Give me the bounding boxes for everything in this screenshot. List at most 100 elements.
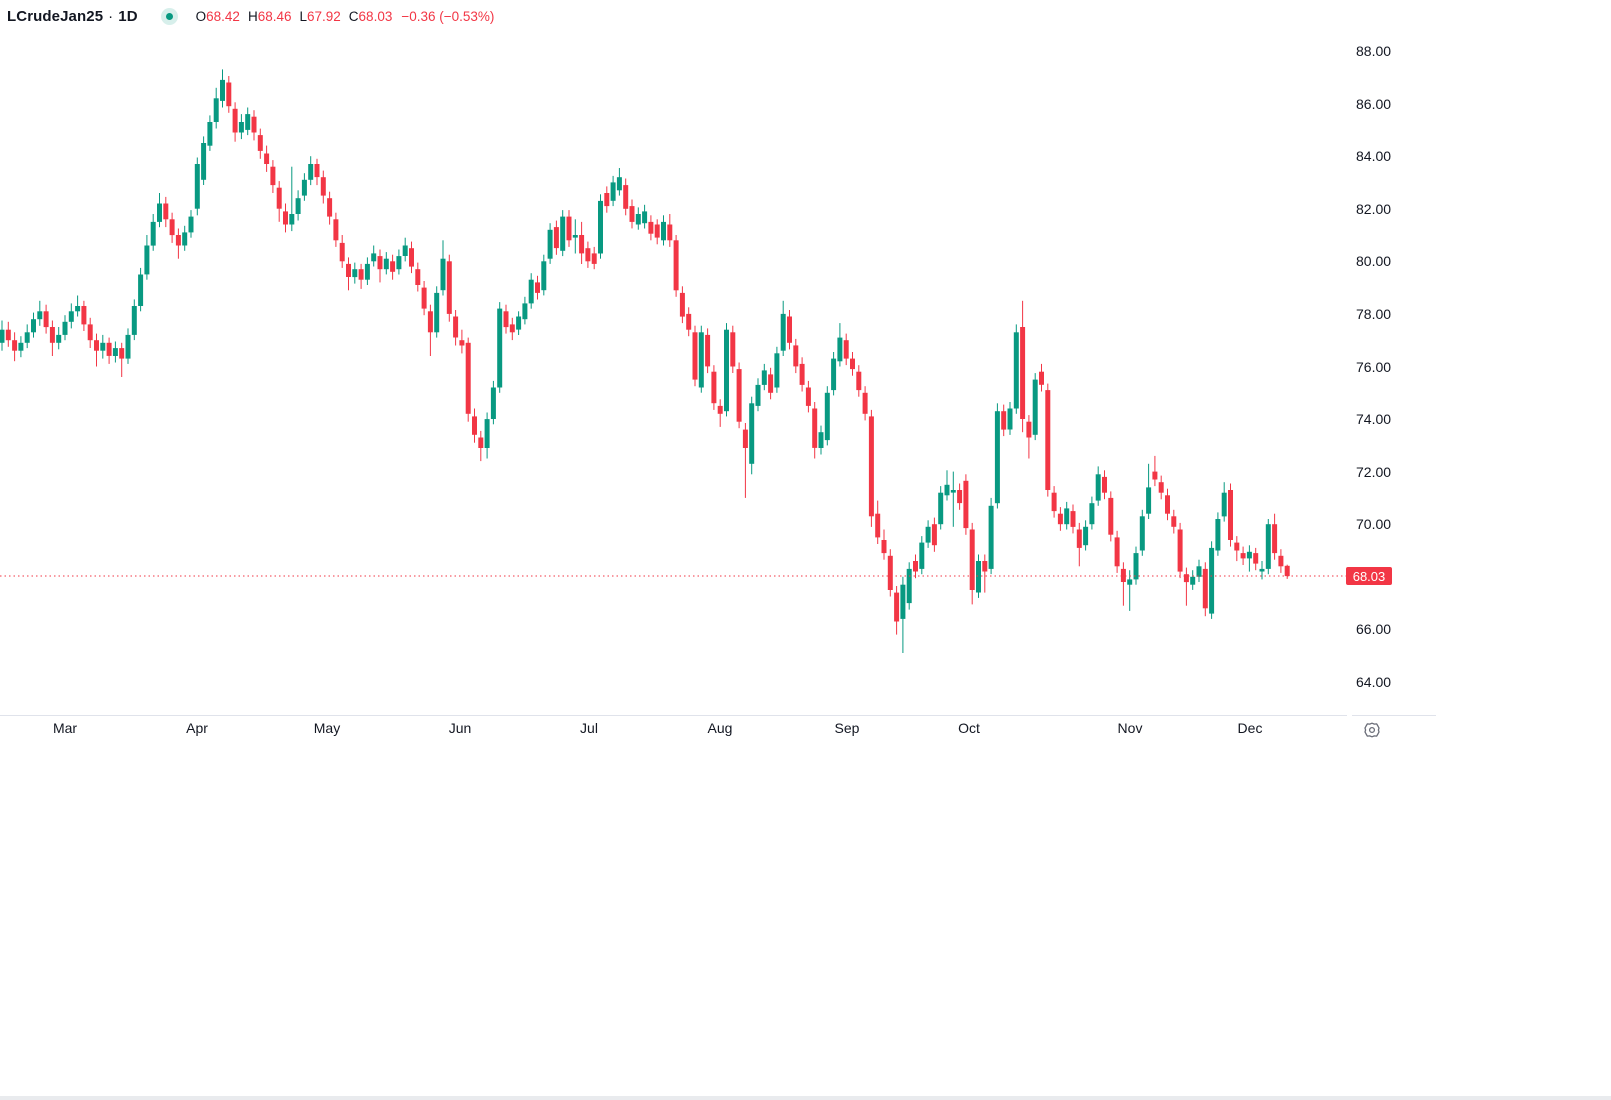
candle xyxy=(163,196,169,228)
candle xyxy=(478,430,484,462)
candle xyxy=(1039,363,1044,392)
candle xyxy=(1177,522,1183,579)
candle xyxy=(453,310,459,346)
month-label-oct: Oct xyxy=(958,720,980,736)
candle xyxy=(957,483,963,510)
candle xyxy=(1026,415,1032,459)
candle xyxy=(812,402,818,459)
candle xyxy=(207,115,213,151)
candle xyxy=(982,554,988,593)
candle xyxy=(1215,512,1221,556)
candle xyxy=(749,396,755,475)
candle xyxy=(547,223,553,264)
candle xyxy=(591,246,597,270)
bottom-panel-edge xyxy=(0,1096,1611,1100)
candle xyxy=(931,517,937,552)
title-separator: · xyxy=(108,7,114,25)
price-tick-label: 82.00 xyxy=(1356,200,1392,217)
candle xyxy=(232,102,238,142)
candle xyxy=(679,286,685,324)
candle xyxy=(793,338,799,374)
month-label-jun: Jun xyxy=(448,720,472,736)
candle xyxy=(1139,509,1145,556)
candle xyxy=(440,240,446,296)
candle xyxy=(226,76,232,113)
candle xyxy=(516,311,522,335)
candle xyxy=(1032,373,1038,441)
candle xyxy=(377,249,383,283)
month-label-aug: Aug xyxy=(707,720,733,736)
candle xyxy=(730,325,736,373)
candle xyxy=(301,173,307,201)
candle xyxy=(1089,496,1095,530)
candle xyxy=(150,214,156,251)
candle xyxy=(295,190,301,221)
candle xyxy=(1196,559,1202,582)
candle xyxy=(1064,501,1070,530)
candle xyxy=(994,403,1000,509)
price-tick-label: 64.00 xyxy=(1356,674,1392,690)
candle xyxy=(610,175,616,207)
candle xyxy=(396,249,402,275)
candle xyxy=(1076,522,1082,567)
candle xyxy=(402,237,408,262)
candle xyxy=(604,186,610,213)
candle xyxy=(459,329,465,354)
price-tick-label: 78.00 xyxy=(1356,305,1392,322)
candle xyxy=(805,380,811,413)
candle xyxy=(1183,567,1189,606)
candle xyxy=(724,323,729,417)
candle xyxy=(862,386,868,421)
candle xyxy=(484,412,490,459)
symbol-name[interactable]: LCrudeJan25 xyxy=(7,7,104,25)
candle xyxy=(900,576,906,653)
candle xyxy=(0,320,5,351)
candle xyxy=(717,399,723,427)
candle xyxy=(774,346,780,393)
candle xyxy=(87,317,93,348)
candle xyxy=(213,87,219,129)
candle xyxy=(1108,491,1114,542)
candle xyxy=(755,378,761,412)
candle xyxy=(698,325,704,393)
candle xyxy=(1120,562,1126,606)
candle xyxy=(264,145,270,172)
candle xyxy=(1083,520,1089,551)
candle xyxy=(856,365,862,397)
candle xyxy=(308,156,314,186)
candle xyxy=(188,210,194,238)
month-label-dec: Dec xyxy=(1237,720,1263,736)
axis-settings-gear-icon[interactable] xyxy=(1363,721,1381,739)
candle xyxy=(1045,383,1051,497)
candle xyxy=(553,220,559,255)
candle xyxy=(333,212,339,247)
candle xyxy=(472,408,477,443)
price-tick-label: 70.00 xyxy=(1356,516,1392,533)
candle xyxy=(736,362,742,429)
interval-label[interactable]: 1D xyxy=(118,7,138,25)
candle xyxy=(415,262,421,292)
candle xyxy=(742,423,748,498)
candle xyxy=(648,215,654,241)
candle xyxy=(868,409,874,527)
candle xyxy=(283,203,288,233)
candle xyxy=(175,228,181,259)
price-axis[interactable]: 88.00 86.00 84.00 82.00 80.00 78.00 76.00 74.00… xyxy=(1346,0,1611,715)
candle xyxy=(1158,475,1164,500)
candle xyxy=(887,549,893,597)
candle xyxy=(421,281,427,316)
change-value: −0.36 (−0.53%) xyxy=(401,8,495,24)
candle xyxy=(843,333,849,366)
symbol-title[interactable]: LCrudeJan25 · 1D xyxy=(7,8,138,25)
candle xyxy=(616,168,622,196)
candle xyxy=(346,257,351,291)
candle xyxy=(654,219,660,245)
candle xyxy=(245,107,251,136)
candle xyxy=(1284,564,1290,579)
chart-plot-area[interactable] xyxy=(0,0,1352,716)
candle xyxy=(1253,547,1259,571)
candle xyxy=(182,225,188,251)
candle xyxy=(1127,570,1133,611)
candle xyxy=(919,536,925,575)
candle xyxy=(37,300,43,326)
